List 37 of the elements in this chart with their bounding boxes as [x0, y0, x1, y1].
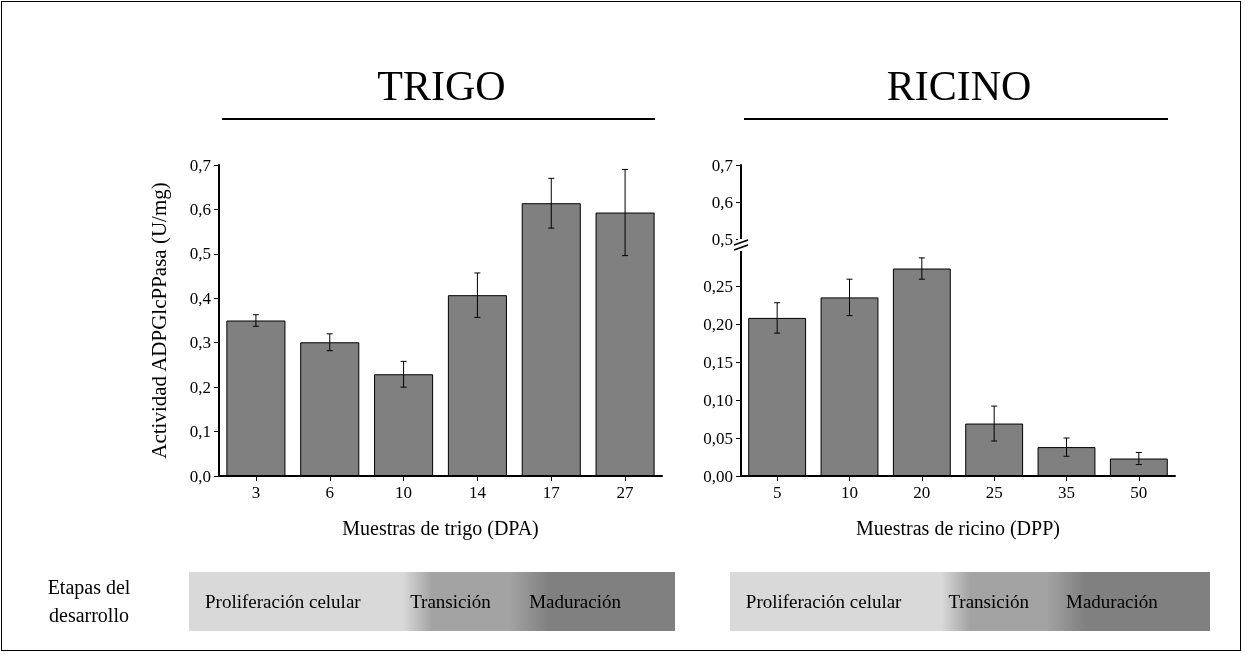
- y-tick-label: 0,7: [189, 155, 212, 175]
- x-tick-label: 20: [913, 483, 931, 502]
- x-tick-label: 10: [841, 483, 858, 502]
- x-axis-title: Muestras de ricino (DPP): [856, 517, 1060, 540]
- y-tick-label: 0,20: [703, 314, 733, 334]
- y-tick-label: 0,7: [711, 155, 734, 175]
- x-tick-label: 14: [468, 483, 487, 502]
- x-tick-label: 3: [251, 483, 261, 502]
- x-tick-label: 10: [395, 483, 413, 502]
- y-tick-label: 0,1: [189, 422, 211, 442]
- y-tick-label: 0,6: [711, 192, 733, 212]
- y-axis-title: Actividad ADPGlcPPasa (U/mg): [146, 182, 171, 459]
- x-tick-label: 35: [1058, 483, 1075, 502]
- x-tick-label: 27: [616, 483, 635, 502]
- stage-strip: Proliferación celular Transición Maduración: [730, 572, 1210, 631]
- y-tick-label: 0,25: [703, 276, 733, 296]
- y-tick-label: 0,0: [189, 466, 211, 486]
- y-tick-label: 0,10: [703, 390, 733, 410]
- y-tick-label: 0,4: [189, 288, 212, 308]
- y-tick-label: 0,5: [189, 244, 211, 264]
- x-axis-title: Muestras de trigo (DPA): [342, 517, 539, 540]
- chart-title: TRIGO: [377, 63, 506, 109]
- y-tick-label: 0,2: [189, 377, 211, 397]
- x-tick-label: 6: [325, 483, 334, 502]
- x-tick-label: 5: [772, 483, 782, 502]
- x-tick-label: 50: [1130, 483, 1148, 502]
- y-tick-label: 0,05: [703, 428, 733, 448]
- y-tick-label: 0,5: [711, 229, 733, 249]
- x-tick-label: 25: [985, 483, 1003, 502]
- x-tick-label: 17: [542, 483, 561, 502]
- chart-title: RICINO: [886, 63, 1032, 109]
- y-tick-label: 0,3: [189, 333, 211, 353]
- y-tick-label: 0,6: [189, 199, 211, 219]
- text: Etapas del desarrollo: [46, 575, 132, 628]
- y-tick-label: 0,15: [703, 352, 733, 372]
- y-tick-label: 0,00: [703, 466, 733, 486]
- stage-strip: Proliferación celular Transición Maduración: [189, 572, 675, 631]
